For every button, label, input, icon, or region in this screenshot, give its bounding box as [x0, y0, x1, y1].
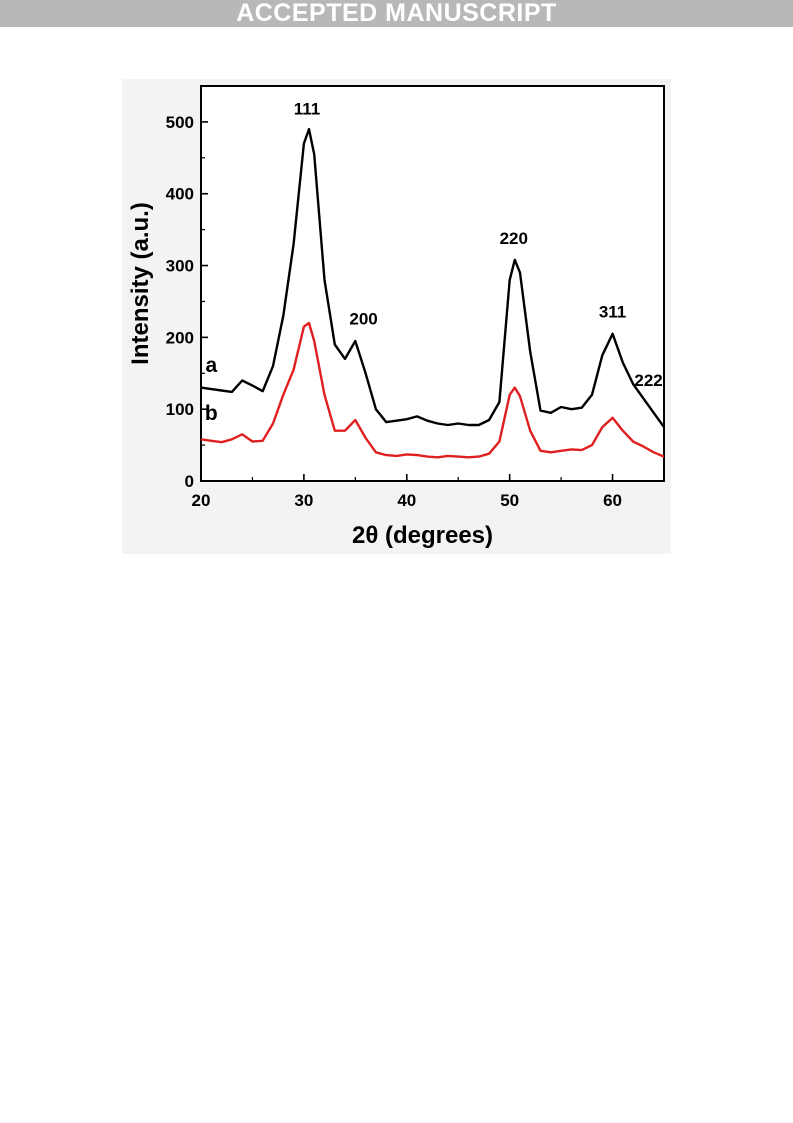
y-tick-label: 100	[166, 400, 194, 419]
x-tick-label: 20	[192, 491, 211, 510]
y-tick-label: 300	[166, 257, 194, 276]
peak-label: 220	[500, 229, 528, 248]
x-axis-label: 2θ (degrees)	[352, 522, 493, 549]
series-line-a	[200, 127, 665, 428]
y-tick-label: 200	[166, 328, 194, 347]
series-label: b	[205, 402, 218, 425]
x-tick-label: 30	[294, 491, 313, 510]
peak-label: 222	[634, 371, 662, 390]
plot-frame	[200, 85, 665, 482]
figure-panel: 0 100 200 300 400 500 20 30 40 50 60 2θ (degrees) In…	[122, 79, 671, 554]
xrd-chart: 0 100 200 300 400 500 20 30 40 50 60 2θ (degrees) In…	[127, 85, 665, 549]
y-axis-label: Intensity (a.u.)	[127, 202, 154, 365]
y-tick-label: 0	[185, 472, 194, 491]
x-tick-label: 50	[500, 491, 519, 510]
x-tick-label: 40	[397, 491, 416, 510]
peak-label: 200	[349, 309, 377, 328]
banner-text: ACCEPTED MANUSCRIPT	[236, 0, 557, 27]
series-label: a	[205, 354, 217, 377]
x-tick-label: 60	[603, 491, 622, 510]
series-line-b	[200, 321, 665, 459]
y-tick-label: 400	[166, 185, 194, 204]
peak-label: 111	[294, 100, 321, 119]
accepted-manuscript-banner: ACCEPTED MANUSCRIPT	[0, 0, 793, 27]
peak-label: 311	[599, 302, 626, 321]
y-tick-label: 500	[166, 113, 194, 132]
